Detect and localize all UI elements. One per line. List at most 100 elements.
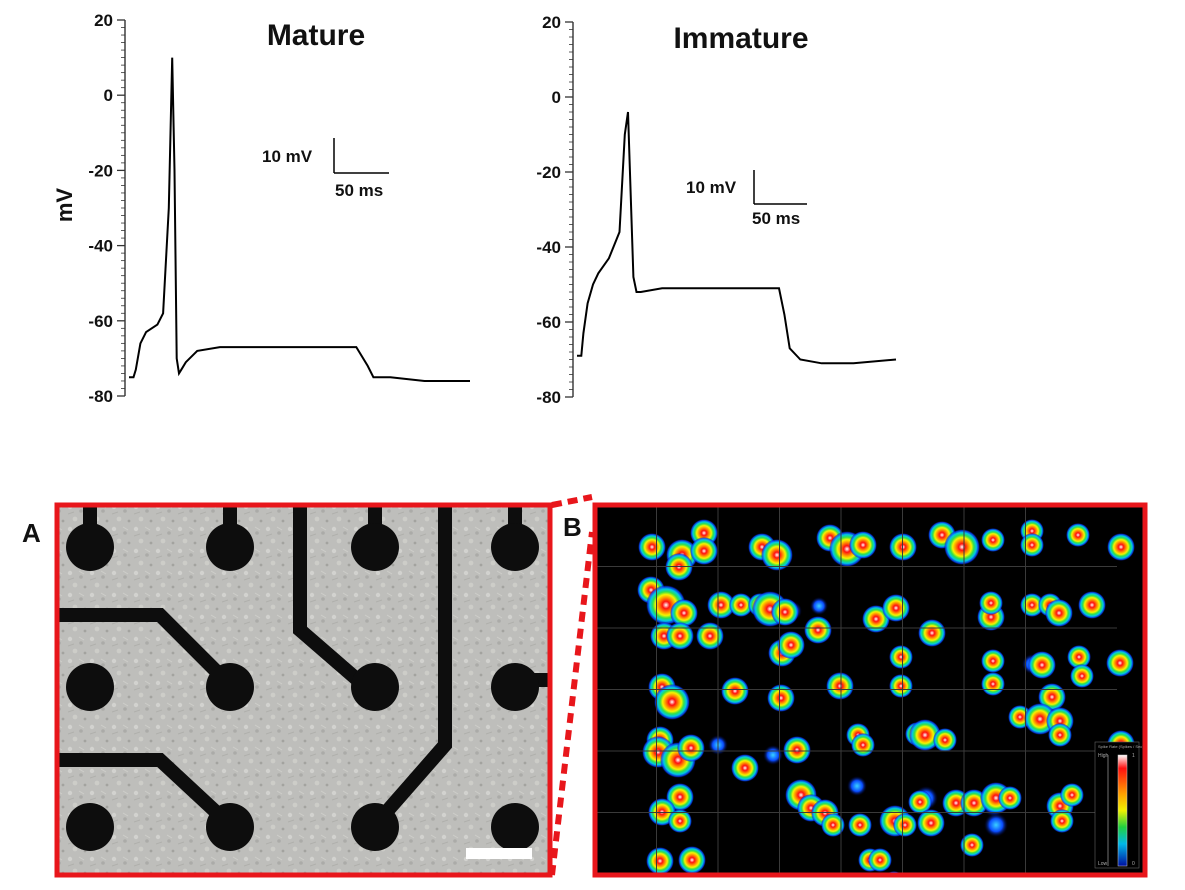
zoom-connector: [549, 531, 595, 876]
activity-spot: [1045, 599, 1073, 627]
y-tick-label: -40: [536, 238, 561, 257]
activity-spot: [981, 528, 1005, 552]
y-axis: [565, 21, 574, 398]
panel-letter-b: B: [563, 512, 582, 542]
y-tick-labels: 20 0 -20 -40 -60 -80: [536, 13, 561, 407]
immature-trace-chart: Immature 20 0 -20 -40 -60 -80 10 mV 50 ms: [536, 13, 897, 407]
activity-spot: [826, 672, 854, 700]
legend-high: High: [1098, 753, 1109, 759]
panel-a: A: [22, 494, 595, 878]
y-tick-label: -20: [536, 163, 561, 182]
activity-spot: [909, 719, 941, 751]
activity-spot: [1020, 533, 1044, 557]
y-tick-label: 20: [542, 13, 561, 32]
activity-spot: [1050, 809, 1074, 833]
weak-activity-spot: [700, 881, 724, 890]
activity-spot: [721, 677, 749, 705]
activity-spot: [849, 531, 877, 559]
activity-spot: [917, 809, 945, 837]
scale-bar: [466, 848, 532, 859]
activity-spot: [960, 833, 984, 857]
activity-spot: [729, 593, 753, 617]
activity-spot: [1060, 783, 1084, 807]
chart-title: Mature: [267, 19, 365, 52]
panel-letter-a: A: [22, 518, 41, 548]
activity-spot: [707, 591, 735, 619]
activity-spot: [889, 674, 913, 698]
y-tick-label: 0: [104, 86, 113, 105]
scale-bar-time: 50 ms: [752, 209, 800, 228]
activity-spot: [868, 848, 892, 872]
chart-title: Immature: [673, 22, 808, 55]
scale-bar-voltage: 10 mV: [262, 147, 313, 166]
weak-activity-spot: [847, 776, 867, 796]
activity-spot: [690, 537, 718, 565]
activity-spot: [908, 790, 932, 814]
activity-spot: [668, 809, 692, 833]
activity-spot: [777, 631, 805, 659]
panel-b-border: [592, 502, 1148, 878]
scale-bar: 10 mV 50 ms: [686, 170, 807, 228]
activity-spot: [1070, 664, 1094, 688]
voltage-trace-line: [129, 57, 470, 382]
activity-spot: [889, 645, 913, 669]
y-tick-label: 0: [552, 88, 561, 107]
activity-spot: [677, 734, 705, 762]
activity-spot: [893, 813, 917, 837]
y-axis: [117, 19, 126, 397]
weak-activity-spot: [984, 813, 1008, 837]
activity-spot: [1106, 649, 1134, 677]
activity-spot: [804, 616, 832, 644]
activity-spot: [882, 594, 910, 622]
legend-colorbar: [1117, 754, 1128, 867]
y-tick-label: -60: [88, 312, 113, 331]
mature-trace-chart: Mature mV 20 0 -20 -40 -60 -80 10 mV 50 ms: [52, 11, 470, 406]
activity-spot: [979, 591, 1003, 615]
activity-spot: [981, 672, 1005, 696]
activity-spot: [1107, 533, 1135, 561]
activity-spot: [638, 533, 666, 561]
activity-spot: [821, 813, 845, 837]
activity-spot: [944, 529, 980, 565]
microelectrode-array-image: [57, 505, 550, 875]
y-tick-labels: 20 0 -20 -40 -60 -80: [88, 11, 113, 406]
activity-spot: [740, 880, 760, 890]
activity-spot: [646, 847, 674, 875]
scale-bar-voltage: 10 mV: [686, 178, 737, 197]
activity-spot: [918, 619, 946, 647]
activity-spot: [678, 846, 706, 874]
activity-spot: [771, 598, 799, 626]
scale-bar: 10 mV 50 ms: [262, 138, 389, 200]
activity-spot: [666, 622, 694, 650]
activity-spot: [783, 736, 811, 764]
activity-spot: [731, 754, 759, 782]
activity-spot: [848, 813, 872, 837]
legend-low: Low: [1098, 861, 1108, 867]
y-axis-label: mV: [52, 188, 77, 223]
activity-spot: [1066, 523, 1090, 547]
scale-bar-time: 50 ms: [335, 181, 383, 200]
legend-title: Spike Rate (Spikes / Sec): [1098, 744, 1144, 749]
panel-a-border: [54, 502, 553, 878]
voltage-trace-line: [577, 111, 897, 365]
weak-activity-spot: [763, 745, 783, 765]
y-tick-label: -40: [88, 237, 113, 256]
activity-spot: [654, 684, 690, 720]
activity-spot: [670, 599, 698, 627]
activity-spot: [1078, 591, 1106, 619]
activity-spot: [1067, 645, 1091, 669]
activity-spot: [1048, 723, 1072, 747]
activity-spot: [696, 622, 724, 650]
weak-activity-spot: [810, 597, 828, 615]
activity-spot: [851, 733, 875, 757]
activity-spot: [981, 649, 1005, 673]
activity-spot: [933, 728, 957, 752]
spike-rate-legend: Spike Rate (Spikes / Sec) High Low 1 0: [1094, 741, 1144, 869]
activity-spot: [767, 684, 795, 712]
activity-spot: [761, 539, 793, 571]
legend-max: 1: [1132, 753, 1135, 759]
activity-spot: [1028, 651, 1056, 679]
y-tick-label: -80: [536, 388, 561, 407]
y-tick-label: -80: [88, 387, 113, 406]
y-tick-label: 20: [94, 11, 113, 30]
